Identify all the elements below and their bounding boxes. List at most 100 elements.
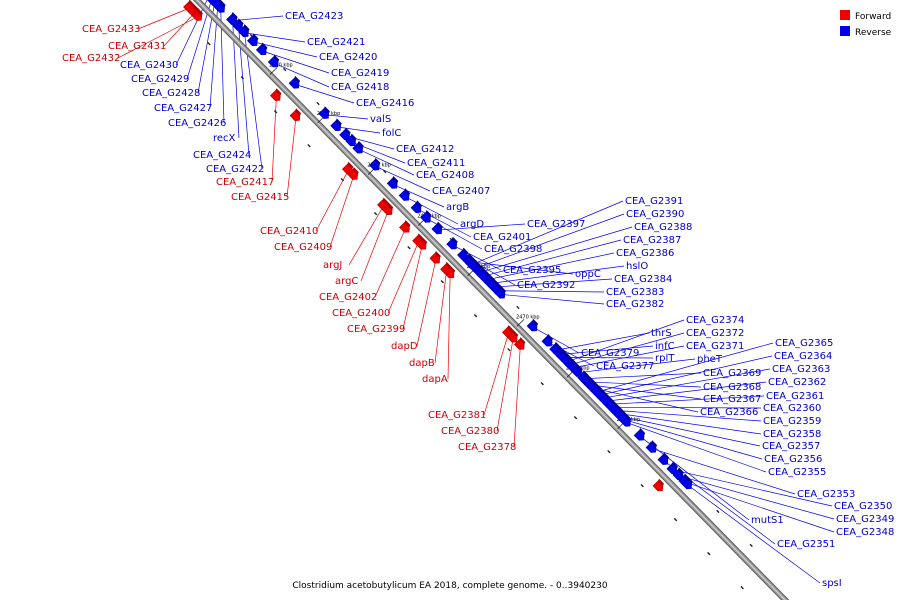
reverse-gene-label[interactable]: CEA_G2418 bbox=[331, 82, 389, 93]
reverse-gene-label[interactable]: CEA_G2362 bbox=[768, 377, 826, 388]
reverse-gene-label[interactable]: CEA_G2395 bbox=[503, 265, 561, 276]
forward-gene-label[interactable]: argJ bbox=[323, 260, 342, 271]
reverse-gene[interactable] bbox=[410, 200, 424, 215]
reverse-gene[interactable] bbox=[238, 24, 252, 39]
reverse-gene[interactable] bbox=[645, 440, 659, 455]
reverse-gene-label[interactable]: CEA_G2429 bbox=[131, 74, 189, 85]
reverse-gene-label[interactable]: CEA_G2422 bbox=[206, 164, 264, 175]
reverse-gene[interactable] bbox=[352, 140, 366, 156]
forward-gene-label[interactable]: CEA_G2402 bbox=[319, 292, 377, 303]
reverse-gene[interactable] bbox=[288, 75, 302, 91]
reverse-gene-label[interactable]: CEA_G2365 bbox=[775, 338, 833, 349]
forward-gene-label[interactable]: argC bbox=[335, 276, 358, 287]
reverse-gene-label[interactable]: CEA_G2349 bbox=[836, 514, 894, 525]
reverse-gene-label[interactable]: recX bbox=[213, 133, 236, 144]
reverse-gene[interactable] bbox=[214, 0, 228, 15]
reverse-gene-label[interactable]: CEA_G2397 bbox=[527, 219, 585, 230]
reverse-gene[interactable] bbox=[446, 236, 460, 252]
forward-gene-label[interactable]: CEA_G2409 bbox=[274, 242, 332, 253]
forward-gene[interactable] bbox=[381, 202, 396, 217]
reverse-gene-label[interactable]: CEA_G2392 bbox=[517, 280, 575, 291]
reverse-gene[interactable] bbox=[681, 476, 695, 492]
reverse-gene-label[interactable]: CEA_G2360 bbox=[763, 403, 821, 414]
reverse-gene-label[interactable]: thrS bbox=[651, 328, 672, 339]
reverse-gene[interactable] bbox=[541, 333, 555, 349]
reverse-gene-label[interactable]: CEA_G2421 bbox=[307, 37, 365, 48]
reverse-gene-label[interactable]: CEA_G2412 bbox=[396, 144, 454, 155]
reverse-gene-label[interactable]: CEA_G2401 bbox=[473, 232, 531, 243]
forward-gene-label[interactable]: CEA_G2380 bbox=[441, 426, 499, 437]
forward-gene-label[interactable]: CEA_G2378 bbox=[458, 442, 516, 453]
reverse-gene-label[interactable]: CEA_G2387 bbox=[623, 235, 681, 246]
reverse-gene-label[interactable]: CEA_G2353 bbox=[797, 489, 855, 500]
reverse-gene-label[interactable]: CEA_G2379 bbox=[581, 348, 639, 359]
reverse-gene[interactable] bbox=[247, 33, 261, 48]
reverse-gene-label[interactable]: valS bbox=[370, 114, 391, 125]
reverse-gene-label[interactable]: CEA_G2388 bbox=[634, 222, 692, 233]
reverse-gene[interactable] bbox=[566, 359, 580, 374]
reverse-gene[interactable] bbox=[633, 427, 647, 443]
forward-gene[interactable] bbox=[269, 88, 284, 103]
forward-gene-label[interactable]: CEA_G2399 bbox=[347, 324, 405, 335]
reverse-gene-label[interactable]: mutS1 bbox=[751, 515, 784, 526]
reverse-gene-label[interactable]: CEA_G2420 bbox=[319, 52, 377, 63]
reverse-gene-label[interactable]: CEA_G2351 bbox=[777, 539, 835, 550]
forward-gene[interactable] bbox=[289, 108, 303, 123]
forward-gene[interactable] bbox=[429, 250, 443, 266]
reverse-gene[interactable] bbox=[420, 210, 434, 225]
reverse-gene-label[interactable]: CEA_G2361 bbox=[766, 391, 824, 402]
reverse-gene[interactable] bbox=[457, 247, 471, 263]
reverse-gene-label[interactable]: spsI bbox=[822, 578, 842, 589]
reverse-gene-label[interactable]: argD bbox=[460, 219, 484, 230]
reverse-gene-label[interactable]: CEA_G2368 bbox=[703, 382, 761, 393]
reverse-gene-label[interactable]: CEA_G2374 bbox=[686, 315, 744, 326]
reverse-gene[interactable] bbox=[657, 452, 671, 467]
reverse-gene-label[interactable]: CEA_G2423 bbox=[285, 11, 343, 22]
forward-gene-label[interactable]: dapA bbox=[422, 374, 448, 385]
reverse-gene-label[interactable]: pheT bbox=[697, 354, 723, 365]
forward-gene-label[interactable]: CEA_G2410 bbox=[260, 226, 318, 237]
forward-gene-label[interactable]: CEA_G2433 bbox=[82, 24, 140, 35]
reverse-gene-label[interactable]: CEA_G2367 bbox=[703, 394, 761, 405]
reverse-gene-label[interactable]: CEA_G2419 bbox=[331, 68, 389, 79]
reverse-gene[interactable] bbox=[318, 106, 332, 121]
forward-gene[interactable] bbox=[347, 167, 361, 182]
reverse-gene-label[interactable]: CEA_G2369 bbox=[703, 368, 761, 379]
reverse-gene[interactable] bbox=[398, 188, 412, 203]
reverse-gene-label[interactable]: CEA_G2407 bbox=[432, 186, 490, 197]
reverse-gene-label[interactable]: CEA_G2384 bbox=[614, 274, 672, 285]
forward-gene-label[interactable]: CEA_G2417 bbox=[216, 177, 274, 188]
reverse-gene-label[interactable]: CEA_G2377 bbox=[596, 361, 654, 372]
reverse-gene-label[interactable]: CEA_G2430 bbox=[120, 60, 178, 71]
reverse-gene[interactable] bbox=[368, 157, 383, 173]
reverse-gene[interactable] bbox=[226, 12, 240, 27]
reverse-gene[interactable] bbox=[494, 285, 508, 301]
reverse-gene[interactable] bbox=[386, 176, 401, 191]
reverse-gene[interactable] bbox=[255, 42, 270, 58]
reverse-gene-label[interactable]: rplT bbox=[655, 353, 675, 364]
reverse-gene[interactable] bbox=[267, 54, 282, 70]
reverse-gene-label[interactable]: CEA_G2386 bbox=[616, 248, 674, 259]
reverse-gene[interactable] bbox=[431, 221, 445, 237]
reverse-gene-label[interactable]: CEA_G2426 bbox=[168, 118, 226, 129]
forward-gene[interactable] bbox=[415, 236, 429, 252]
reverse-gene-label[interactable]: CEA_G2391 bbox=[625, 196, 683, 207]
forward-gene[interactable] bbox=[191, 8, 205, 23]
reverse-gene-label[interactable]: CEA_G2372 bbox=[686, 328, 744, 339]
forward-gene[interactable] bbox=[443, 265, 457, 281]
reverse-gene-label[interactable]: CEA_G2363 bbox=[772, 364, 830, 375]
reverse-gene-label[interactable]: CEA_G2398 bbox=[484, 244, 542, 255]
reverse-gene-label[interactable]: oppC bbox=[575, 269, 601, 280]
reverse-gene-label[interactable]: CEA_G2411 bbox=[407, 158, 465, 169]
reverse-gene-label[interactable]: CEA_G2357 bbox=[762, 441, 820, 452]
reverse-gene-label[interactable]: CEA_G2416 bbox=[356, 98, 414, 109]
reverse-gene-label[interactable]: CEA_G2366 bbox=[700, 407, 758, 418]
reverse-gene[interactable] bbox=[620, 413, 634, 429]
reverse-gene-label[interactable]: folC bbox=[382, 128, 401, 139]
reverse-gene-label[interactable]: argB bbox=[446, 202, 469, 213]
forward-gene-label[interactable]: dapB bbox=[409, 358, 435, 369]
forward-gene[interactable] bbox=[652, 478, 666, 494]
forward-gene[interactable] bbox=[399, 219, 413, 235]
forward-gene-label[interactable]: CEA_G2400 bbox=[332, 308, 390, 319]
reverse-gene-label[interactable]: CEA_G2427 bbox=[154, 103, 212, 114]
